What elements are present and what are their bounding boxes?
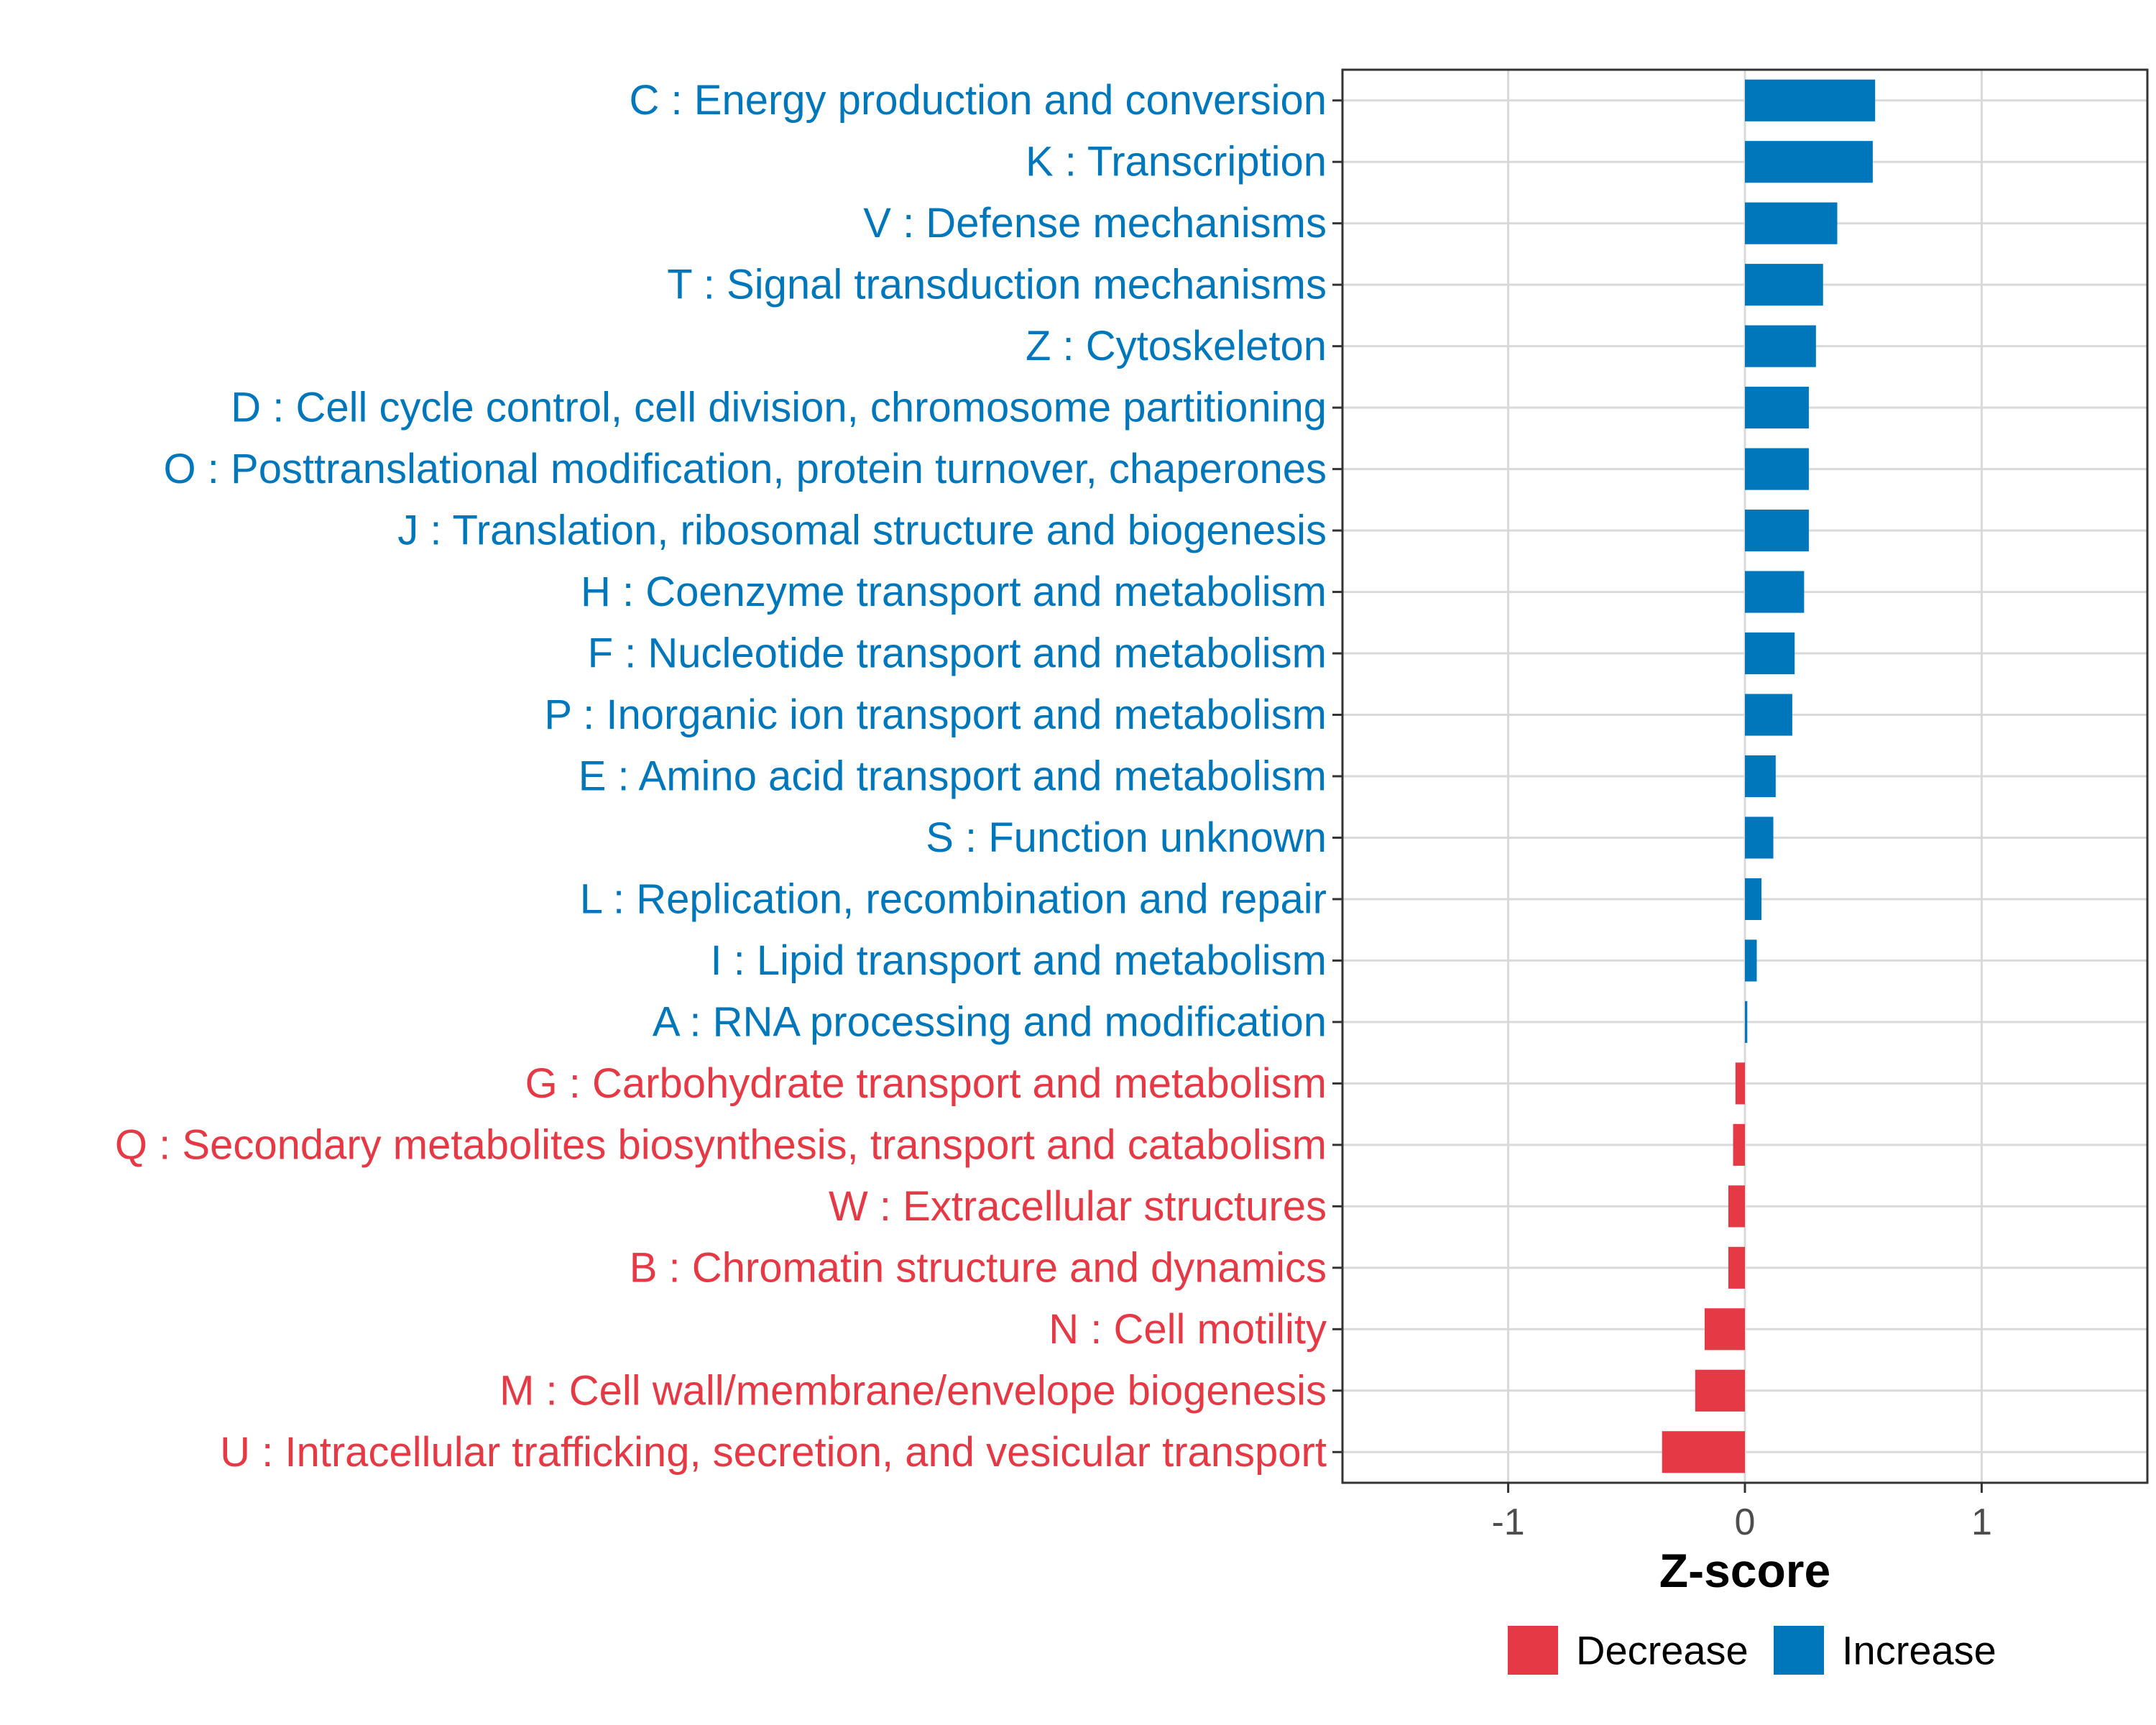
category-label: F : Nucleotide transport and metabolism	[588, 630, 1327, 677]
category-label: N : Cell motility	[1049, 1306, 1327, 1353]
legend-key-increase	[1774, 1626, 1824, 1675]
category-label: V : Defense mechanisms	[863, 200, 1327, 247]
x-axis-title: Z-score	[1659, 1544, 1830, 1597]
category-label: L : Replication, recombination and repai…	[580, 875, 1327, 922]
category-label: B : Chromatin structure and dynamics	[630, 1244, 1327, 1291]
legend: Decrease Increase	[1508, 1626, 1996, 1675]
category-label: J : Translation, ribosomal structure and…	[397, 507, 1327, 554]
category-label: P : Inorganic ion transport and metaboli…	[544, 691, 1327, 738]
category-label: H : Coenzyme transport and metabolism	[581, 569, 1327, 615]
category-label: S : Function unknown	[926, 814, 1327, 861]
y-axis-category-labels: C : Energy production and conversion K : …	[115, 77, 1327, 1476]
bar-l	[1745, 878, 1762, 921]
bar-t	[1745, 264, 1823, 306]
bar-f	[1745, 632, 1795, 675]
category-label: T : Signal transduction mechanisms	[667, 262, 1327, 308]
category-label: W : Extracellular structures	[829, 1183, 1327, 1230]
bar-i	[1745, 939, 1757, 982]
legend-label-increase: Increase	[1842, 1628, 1996, 1673]
bar-u	[1662, 1431, 1745, 1473]
bar-s	[1745, 816, 1774, 859]
x-tick-label: 1	[1971, 1501, 1992, 1543]
bar-h	[1745, 571, 1805, 613]
bar-c	[1745, 79, 1876, 121]
bars	[1662, 79, 1876, 1473]
category-label: D : Cell cycle control, cell division, c…	[231, 385, 1327, 431]
category-label: K : Transcription	[1026, 139, 1327, 185]
bar-q	[1733, 1123, 1745, 1166]
bar-e	[1745, 755, 1776, 798]
y-axis-ticks	[1332, 99, 1342, 1453]
category-label: Q : Secondary metabolites biosynthesis, …	[115, 1121, 1327, 1168]
bar-o	[1745, 448, 1809, 490]
category-label: E : Amino acid transport and metabolism	[579, 753, 1327, 800]
category-label: O : Posttranslational modification, prot…	[164, 446, 1327, 492]
bar-g	[1735, 1062, 1745, 1105]
bar-p	[1745, 694, 1792, 736]
bar-k	[1745, 141, 1873, 183]
category-label: G : Carbohydrate transport and metabolis…	[525, 1060, 1327, 1107]
bar-j	[1745, 510, 1809, 552]
legend-label-decrease: Decrease	[1576, 1628, 1749, 1673]
x-axis-tick-labels: -1 0 1	[1491, 1501, 1991, 1543]
x-axis-ticks	[1507, 1483, 1983, 1493]
category-label: A : RNA processing and modification	[653, 998, 1327, 1045]
bar-m	[1695, 1369, 1745, 1412]
legend-key-decrease	[1508, 1626, 1558, 1675]
bar-n	[1705, 1308, 1745, 1351]
category-label: I : Lipid transport and metabolism	[710, 937, 1327, 984]
bar-w	[1728, 1185, 1745, 1228]
category-label: U : Intracellular trafficking, secretion…	[220, 1429, 1327, 1476]
bar-a	[1745, 1000, 1748, 1043]
bar-z	[1745, 325, 1816, 367]
bar-v	[1745, 202, 1838, 244]
x-tick-label: -1	[1491, 1501, 1524, 1543]
x-tick-label: 0	[1735, 1501, 1756, 1543]
category-label: Z : Cytoskeleton	[1026, 323, 1327, 369]
category-label: M : Cell wall/membrane/envelope biogenes…	[499, 1367, 1327, 1414]
bar-d	[1745, 387, 1809, 429]
bar-b	[1728, 1246, 1745, 1289]
category-label: C : Energy production and conversion	[630, 77, 1327, 124]
